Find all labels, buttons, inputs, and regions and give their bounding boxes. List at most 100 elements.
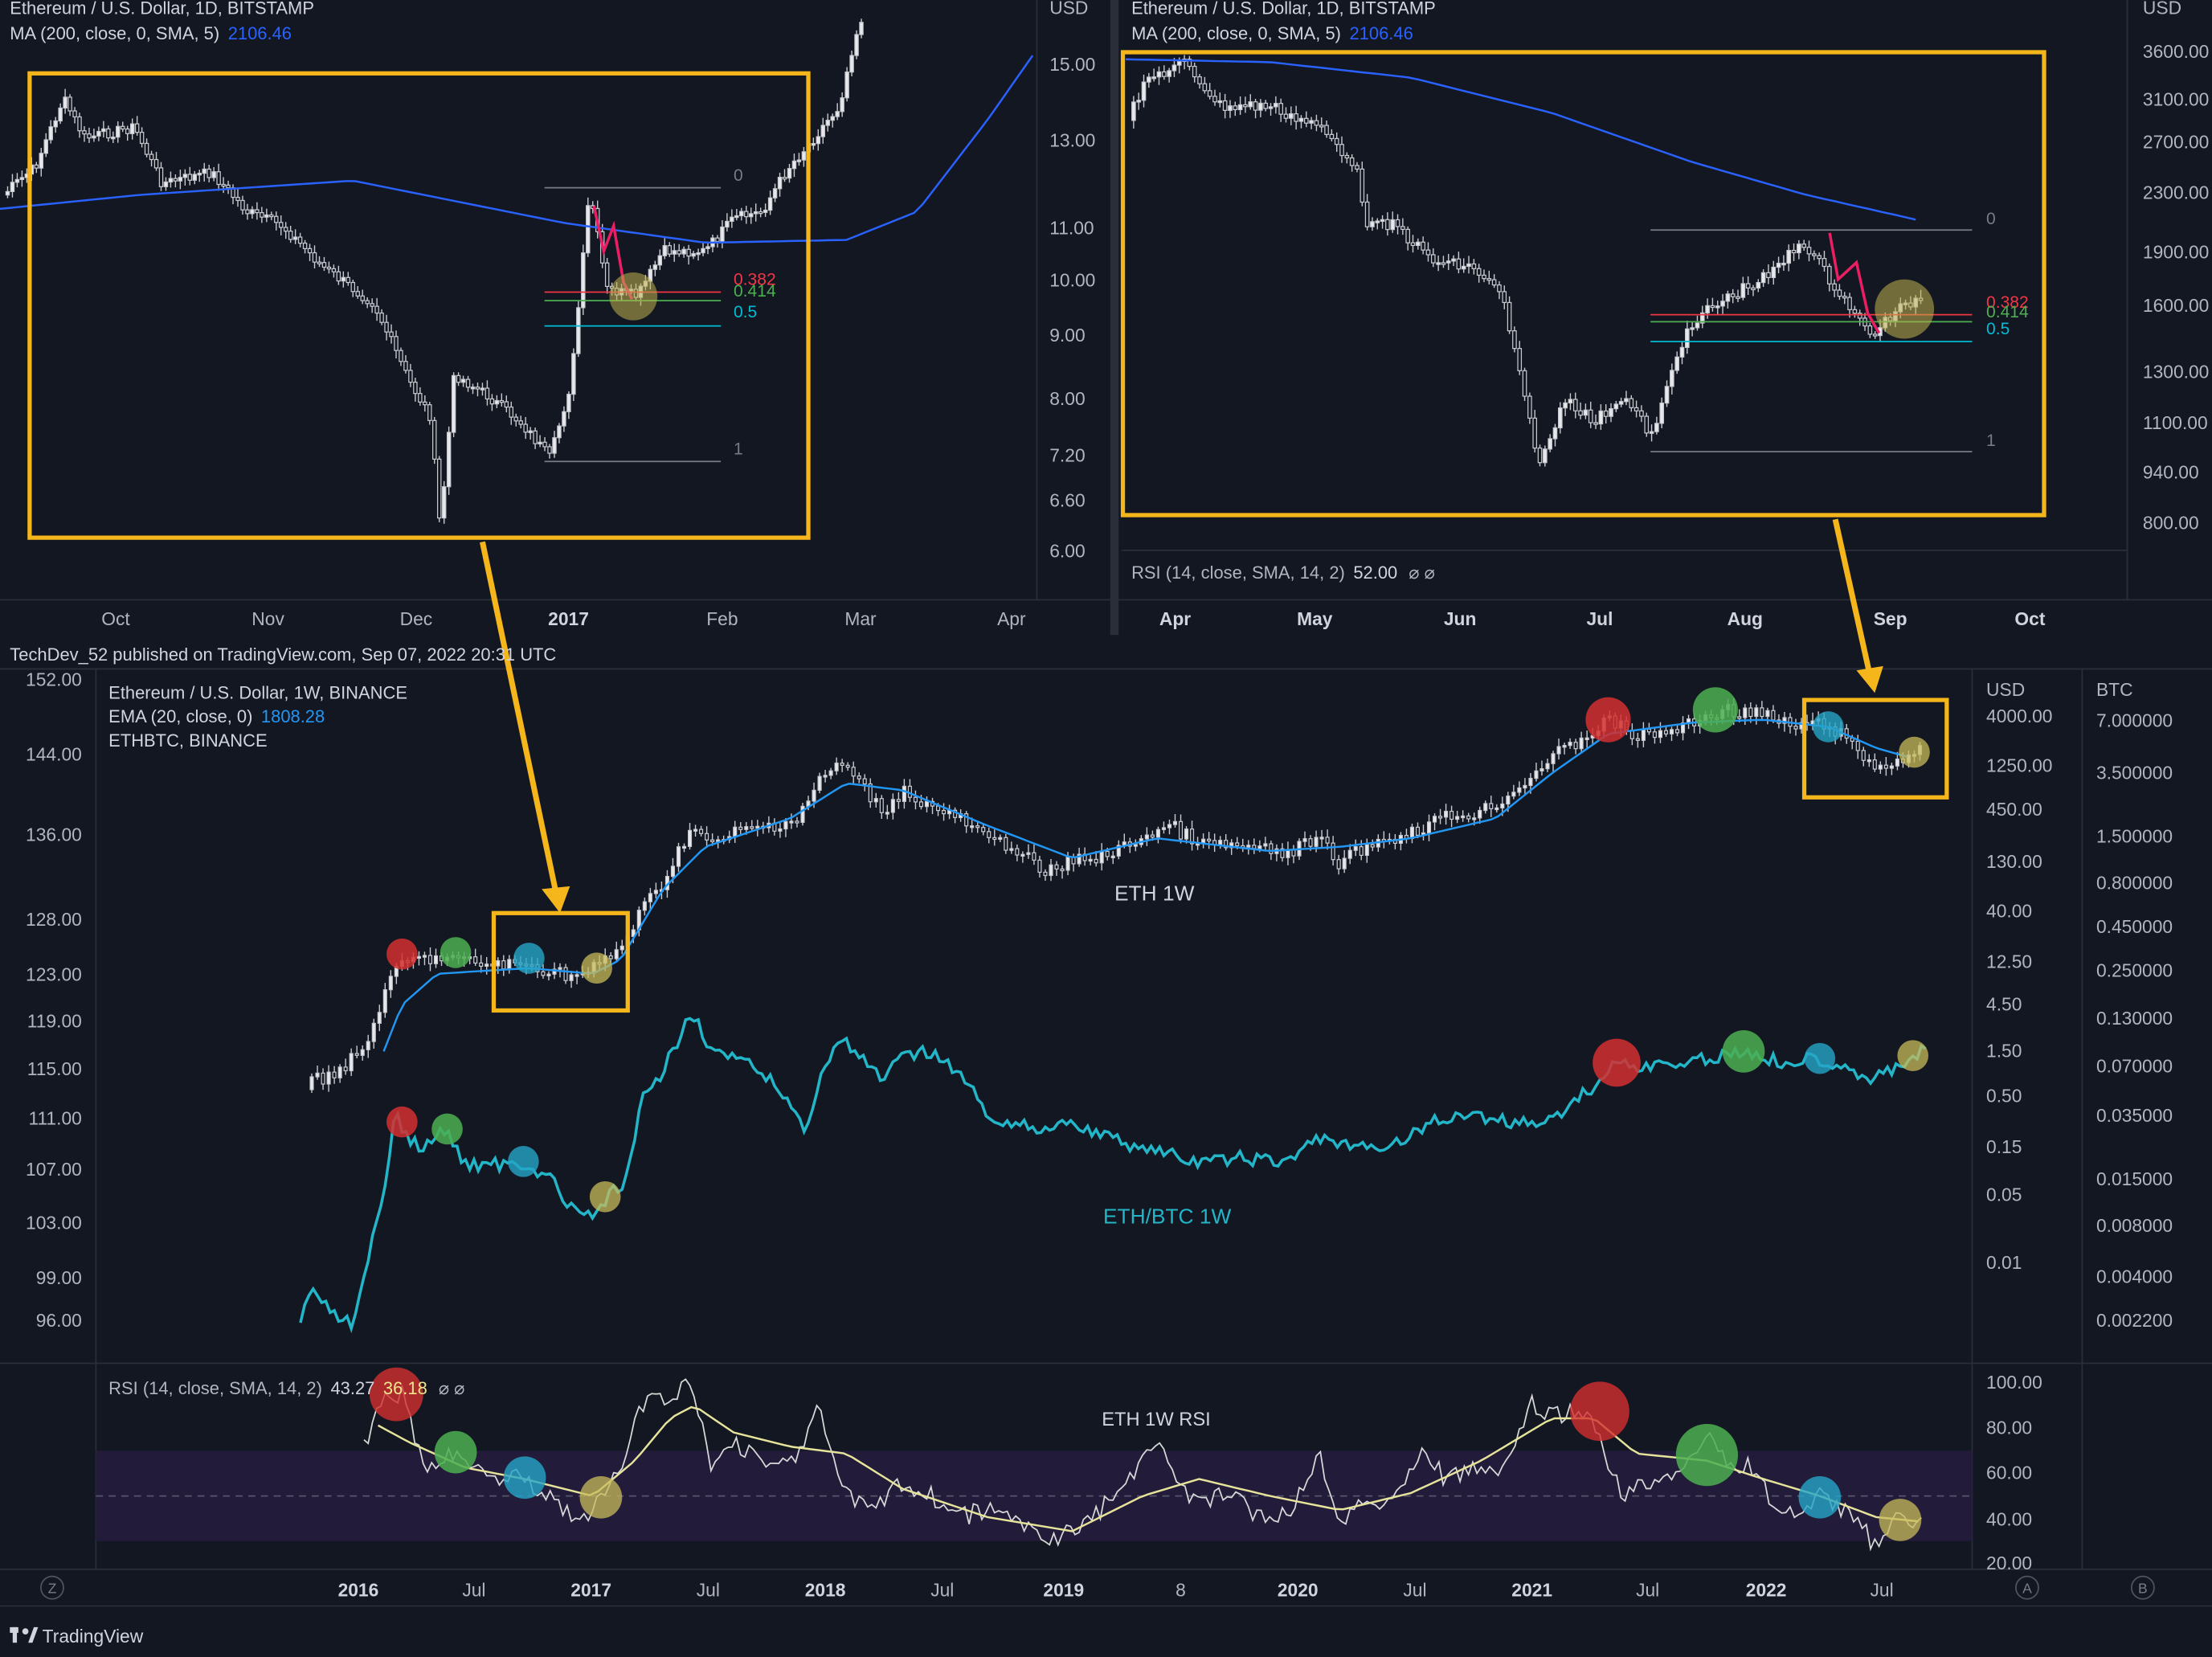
tr-candle [1847,297,1852,310]
bottom-xtick: 2017 [570,1579,611,1600]
marker-blue-eth-2016[interactable] [513,943,545,974]
main-candle [1545,763,1550,770]
marker-red-rsi-2021[interactable] [1570,1381,1629,1442]
marker-green-eth-2021[interactable] [1692,687,1739,733]
zoom-button[interactable]: Z [40,1575,64,1600]
main-candle [1161,827,1166,830]
marker-red-btc-2021[interactable] [1593,1038,1641,1087]
tr-candle [1832,283,1837,291]
tr-candle [1329,133,1335,140]
zoom-button-label[interactable]: Z [48,1581,57,1597]
tr-candle [1476,268,1482,276]
main-candle [1094,858,1098,864]
tr-candle [1624,398,1629,403]
tr-highlight-box[interactable] [1120,50,2046,518]
tr-xtick: Apr [1159,608,1191,629]
main-candle [1065,856,1070,871]
tl-candle [437,458,442,519]
auto-scale-label[interactable]: A [2022,1581,2032,1597]
marker-yellow-btc-2016[interactable] [589,1180,621,1213]
marker-yellow-btc-2022[interactable] [1897,1040,1929,1071]
tl-candle [753,211,758,215]
btc-scale-label[interactable]: B [2138,1581,2148,1597]
main-candle [1246,845,1251,848]
marker-green-btc-2021[interactable] [1722,1030,1765,1073]
brand-name[interactable]: TradingView [43,1626,144,1647]
main-candle [840,763,844,766]
tr-candles [1131,55,1924,467]
marker-green-btc-2016[interactable] [431,1113,463,1145]
marker-blue-btc-2016[interactable] [508,1146,539,1177]
tr-candle [1690,327,1695,330]
main-candle [992,837,997,841]
main-candle [851,767,856,777]
tr-pink-drawing[interactable] [1828,232,1881,334]
tr-candle [1679,346,1685,358]
zoom-button-ring[interactable] [40,1575,64,1600]
marker-blue-eth-2022[interactable] [1813,711,1844,743]
tr-highlight-circle[interactable] [1875,279,1935,339]
tl-candle [672,250,677,255]
btc-scale-ring[interactable] [2130,1575,2155,1600]
main-highlight-box-2016[interactable] [491,910,630,1013]
main-candle [738,826,743,830]
bottom-xtick: Jul [462,1579,485,1600]
tl-candles [5,18,864,524]
tr-candle [1197,76,1202,84]
marker-blue-rsi-2016[interactable] [503,1456,546,1499]
tl-candle [187,174,193,181]
marker-yellow-eth-2022[interactable] [1899,736,1930,768]
main-candle [687,829,693,847]
tl-candle [720,226,725,243]
marker-green-rsi-2016[interactable] [434,1430,477,1474]
tr-candle [1390,219,1396,231]
bottom-xtick: 2018 [805,1579,846,1600]
main-candle [1020,853,1025,857]
marker-red-rsi-2016[interactable] [369,1367,423,1422]
btc-scale-button[interactable]: B [2130,1575,2155,1600]
marker-yellow-rsi-2016[interactable] [579,1475,623,1519]
rsi-ytick: 40.00 [1986,1508,2032,1529]
marker-blue-rsi-2022[interactable] [1798,1475,1842,1519]
tr-candle [1633,407,1639,411]
circle-slash-icon: ⌀ ⌀ [1409,563,1435,583]
marker-red-eth-2016[interactable] [386,938,418,970]
main-highlight-box-2022[interactable] [1801,698,1949,800]
tl-candle [92,135,96,139]
auto-scale-ring[interactable] [2015,1575,2039,1600]
marker-yellow-eth-2016[interactable] [581,952,612,984]
marker-blue-btc-2022[interactable] [1804,1042,1836,1074]
marker-red-eth-2021[interactable] [1585,697,1631,743]
main-candle [885,812,889,815]
main-candle [1054,864,1059,870]
main-candle [473,956,478,964]
auto-scale-button[interactable]: A [2015,1575,2039,1600]
tr-candle [1730,293,1736,297]
tr-candle [1572,399,1578,411]
usd-ytick: 0.15 [1986,1136,2022,1157]
tl-candle [111,136,116,140]
marker-green-eth-2016[interactable] [440,937,472,968]
marker-circles [369,687,1930,1541]
main-candle [1635,738,1640,741]
tl-candle [63,96,67,109]
tr-candle [1720,301,1725,307]
marker-red-btc-2016[interactable] [386,1106,418,1138]
tradingview-logo-icon[interactable] [10,1626,39,1643]
tr-candle [1497,284,1502,293]
tl-ytick: 7.20 [1049,444,1085,465]
marker-yellow-rsi-2022[interactable] [1879,1499,1922,1541]
main-candle [507,959,512,970]
main-candle [834,763,839,771]
tr-ytick: 3600.00 [2143,41,2209,62]
tr-candle [1736,296,1740,299]
main-candle [1319,837,1324,840]
tl-highlight-circle[interactable] [609,272,658,321]
marker-green-rsi-2021[interactable] [1675,1424,1739,1487]
arrow-left-shaft [480,541,559,893]
tl-highlight-box[interactable] [27,71,811,540]
tr-candle [1776,262,1781,268]
main-candle [427,955,433,964]
tr-candle [1578,410,1583,416]
tl-candle [782,177,787,180]
